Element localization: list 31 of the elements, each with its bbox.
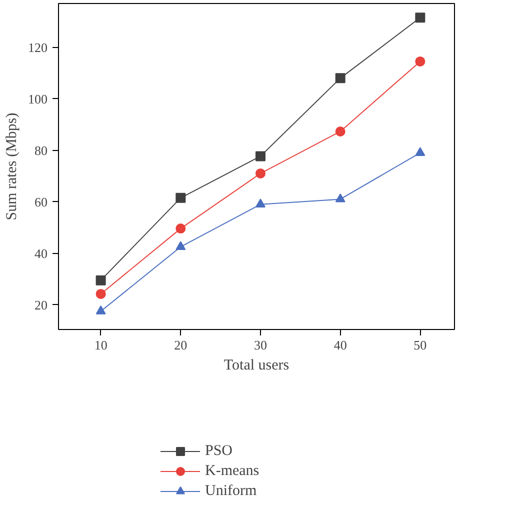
legend-label: PSO (205, 442, 233, 460)
point (415, 147, 426, 156)
y-axis-title: Sum rates (Mbps) (4, 112, 20, 220)
point (96, 288, 106, 299)
x-tick-label: 30 (254, 338, 267, 352)
x-tick-label: 40 (334, 338, 347, 352)
legend-label: Uniform (205, 482, 257, 500)
y-tick-label: 120 (28, 40, 48, 55)
x-tick-label: 20 (174, 338, 188, 352)
y-tick-label: 100 (28, 91, 48, 106)
point (415, 12, 426, 23)
point (176, 241, 186, 250)
point (176, 192, 186, 203)
y-tick-label: 60 (34, 194, 48, 210)
point (335, 194, 346, 202)
point (255, 198, 266, 208)
point (96, 306, 106, 314)
x-axis-title: Total users (224, 358, 290, 374)
point (415, 56, 426, 66)
x-tick-label: 50 (414, 338, 427, 352)
y-tick-label: 80 (34, 142, 48, 158)
point (335, 73, 346, 84)
point (255, 168, 266, 178)
y-tick-label: 20 (34, 297, 48, 312)
x-tick-label: 10 (94, 338, 108, 352)
point (255, 151, 266, 162)
point (335, 126, 346, 136)
point (96, 275, 106, 286)
legend-label: K-means (205, 462, 260, 480)
point (176, 224, 186, 234)
y-tick-label: 40 (34, 246, 48, 261)
